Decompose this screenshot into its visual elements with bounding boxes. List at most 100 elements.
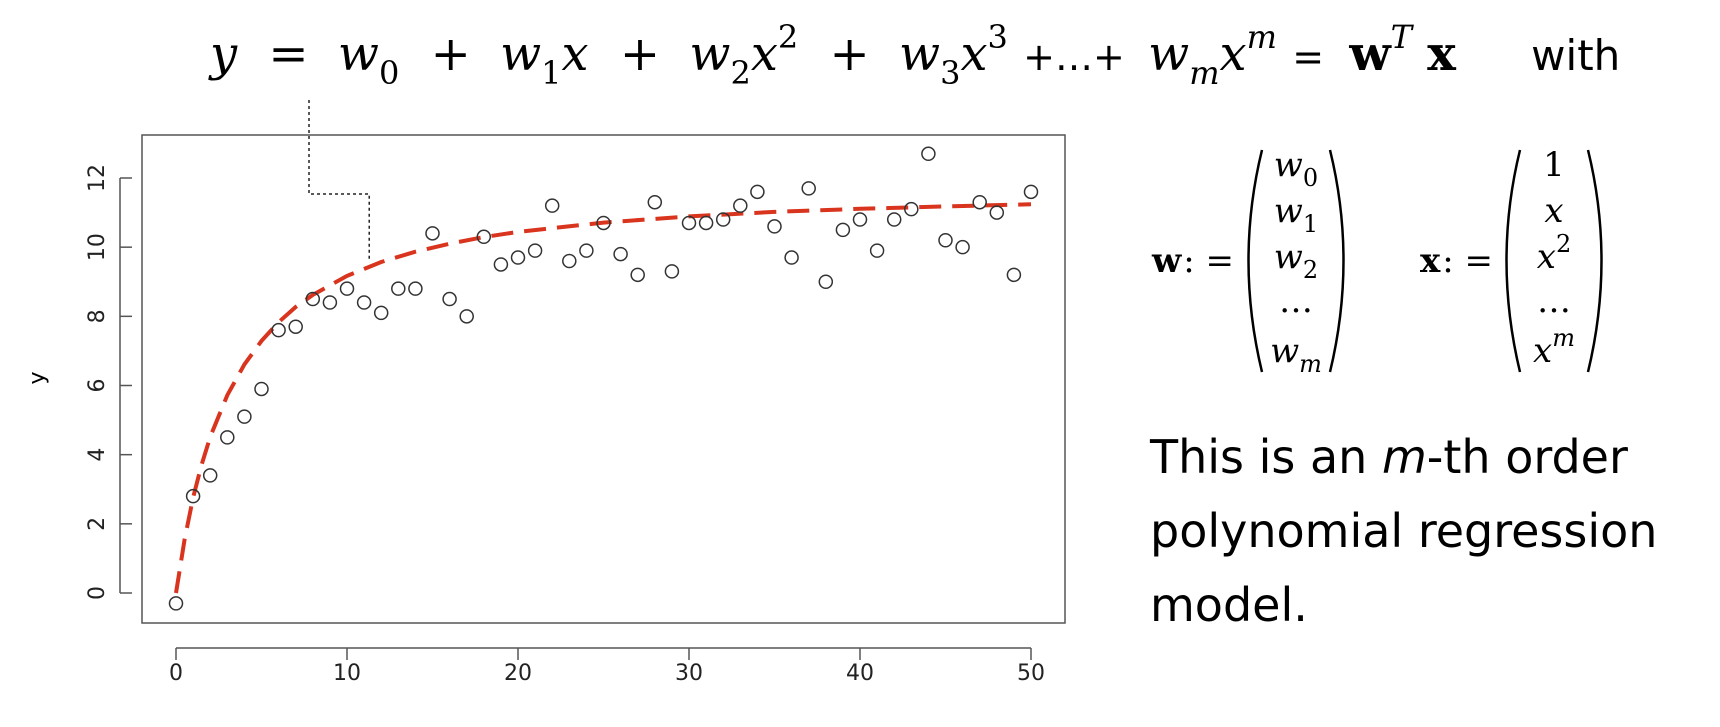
x-tick-label: 30 bbox=[675, 661, 703, 686]
data-point bbox=[989, 205, 1005, 220]
x-tick-label: 0 bbox=[169, 661, 183, 686]
y-tick-label: 4 bbox=[85, 448, 110, 462]
w-vector-entry: w0 bbox=[1274, 145, 1318, 192]
w-left-paren bbox=[1247, 149, 1264, 373]
x-vector-entry: x bbox=[1544, 191, 1563, 231]
formula-w0-base: w bbox=[338, 26, 379, 82]
formula-w1-base: w bbox=[500, 26, 541, 82]
y-tick-label: 6 bbox=[85, 379, 110, 393]
description-line-2: polynomial regression bbox=[1150, 504, 1658, 558]
data-point bbox=[1006, 267, 1022, 283]
y-tick-label: 2 bbox=[85, 517, 110, 531]
fitted-curve bbox=[174, 202, 1032, 594]
formula-x3: x bbox=[960, 26, 987, 82]
data-point bbox=[527, 243, 543, 258]
data-point bbox=[664, 264, 680, 279]
plot-frame bbox=[141, 134, 1066, 624]
data-point bbox=[288, 319, 303, 334]
x-right-paren bbox=[1586, 149, 1603, 373]
data-point bbox=[784, 250, 799, 265]
data-point bbox=[408, 281, 423, 296]
w-right-paren bbox=[1328, 149, 1345, 373]
formula-x2: x bbox=[751, 26, 778, 82]
data-point bbox=[613, 246, 628, 262]
description-prefix: This is an bbox=[1150, 430, 1382, 484]
y-tick-label: 10 bbox=[85, 233, 110, 261]
formula-xm: x bbox=[1220, 26, 1247, 82]
w-vector-entry: wm bbox=[1270, 331, 1322, 378]
data-point bbox=[698, 215, 714, 231]
formula-w3-base: w bbox=[899, 26, 940, 82]
formula-plus-3: + bbox=[830, 26, 870, 82]
formula-w2-base: w bbox=[689, 26, 730, 82]
data-point bbox=[322, 295, 338, 310]
pointer-line bbox=[308, 100, 370, 261]
data-point bbox=[767, 219, 782, 234]
model-formula: y = w0 + w1x + w2x2 + w3x3 +…+ wmxm = wT… bbox=[208, 4, 1620, 96]
data-point bbox=[202, 468, 218, 483]
y-tick-label: 0 bbox=[85, 586, 110, 600]
formula-dots-plus: +…+ bbox=[1023, 35, 1125, 79]
x-tick-label: 10 bbox=[333, 661, 361, 686]
data-point bbox=[886, 212, 902, 227]
formula-w3-sub: 3 bbox=[940, 54, 960, 92]
formula-x2-sup: 2 bbox=[778, 18, 798, 56]
data-point bbox=[168, 596, 184, 611]
formula-wm-base: w bbox=[1148, 26, 1189, 82]
data-point bbox=[391, 281, 406, 296]
data-point bbox=[254, 381, 269, 397]
w-vector-entry: w1 bbox=[1274, 191, 1318, 238]
data-point bbox=[647, 194, 663, 210]
plot-box bbox=[141, 134, 1066, 624]
fit-curve-line bbox=[174, 202, 1032, 594]
x-left-paren bbox=[1505, 149, 1522, 373]
formula-w0-sub: 0 bbox=[379, 54, 399, 92]
svg-text:w: =: w: = bbox=[1151, 241, 1234, 281]
data-point bbox=[938, 233, 953, 248]
formula-w2-sub: 2 bbox=[730, 54, 750, 92]
data-point bbox=[715, 212, 731, 227]
formula-w1-sub: 1 bbox=[541, 54, 561, 92]
data-point bbox=[1023, 184, 1039, 200]
svg-text:y = w0 + w1x: y = w0 + w1x + w2x2 + w3x3 +…+ wmxm = wT… bbox=[208, 4, 1620, 96]
x-tick-label: 20 bbox=[504, 661, 532, 686]
svg-text:x: =: x: = bbox=[1420, 241, 1493, 281]
formula-equals-2: = bbox=[1292, 35, 1324, 79]
formula-plus-1: + bbox=[431, 26, 471, 82]
x-tick-label: 50 bbox=[1017, 661, 1045, 686]
data-point bbox=[733, 198, 748, 213]
data-points bbox=[168, 146, 1039, 611]
w-vector-label: w bbox=[1151, 241, 1182, 281]
data-point bbox=[630, 267, 645, 283]
y-tick-label: 12 bbox=[85, 164, 110, 192]
data-point bbox=[579, 243, 594, 258]
formula-transpose: T bbox=[1391, 18, 1415, 56]
data-point bbox=[801, 181, 816, 196]
w-assign: : = bbox=[1183, 241, 1234, 281]
formula-plus-2: + bbox=[620, 26, 660, 82]
data-point bbox=[510, 250, 526, 265]
data-point bbox=[750, 184, 765, 200]
w-vector-entry: … bbox=[1279, 281, 1313, 321]
x-vector-entry: xm bbox=[1533, 324, 1575, 371]
data-point bbox=[493, 257, 509, 272]
w-vector-entry: w2 bbox=[1274, 237, 1318, 284]
formula-bold-w: w bbox=[1348, 26, 1392, 82]
formula-y: y bbox=[208, 26, 238, 82]
x-vector-entry: x2 bbox=[1537, 230, 1571, 277]
formula-x3-sup: 3 bbox=[988, 18, 1008, 56]
description-m: m bbox=[1381, 430, 1427, 484]
x-vector-label: x bbox=[1420, 241, 1441, 281]
data-point bbox=[373, 305, 389, 321]
data-point bbox=[955, 239, 970, 255]
x-vector-entry: 1 bbox=[1543, 145, 1565, 185]
data-point bbox=[459, 309, 474, 324]
formula-equals: = bbox=[268, 26, 308, 82]
data-point bbox=[681, 215, 697, 231]
data-point bbox=[356, 295, 372, 310]
x-tick-label: 40 bbox=[846, 661, 874, 686]
data-point bbox=[185, 488, 201, 504]
